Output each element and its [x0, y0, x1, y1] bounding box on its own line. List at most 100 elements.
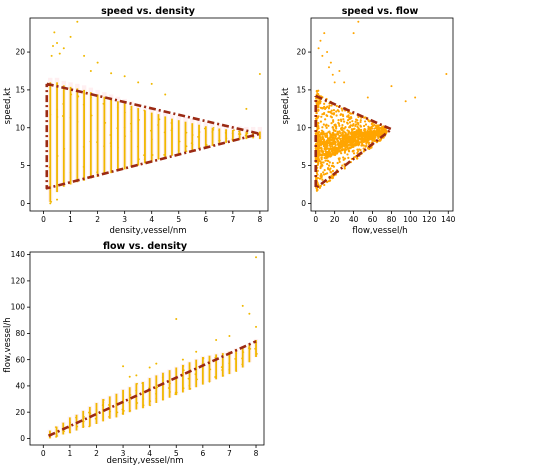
data-point	[328, 149, 331, 152]
data-point	[174, 393, 177, 396]
data-point	[317, 115, 320, 118]
data-point	[324, 106, 328, 109]
data-point	[348, 138, 351, 141]
data-point	[221, 369, 223, 371]
data-point	[89, 140, 92, 143]
data-point	[181, 358, 184, 361]
x-tick-label: 7	[227, 449, 232, 458]
data-point	[130, 130, 132, 133]
data-column	[184, 121, 187, 152]
data-point	[248, 312, 251, 315]
x-tick-label: 5	[176, 215, 181, 224]
data-point	[90, 114, 93, 117]
data-point	[338, 130, 341, 133]
x-tick-label: 120	[422, 215, 437, 224]
data-column	[82, 410, 85, 428]
data-point	[96, 61, 99, 64]
data-point	[116, 411, 119, 414]
data-point	[128, 401, 131, 404]
data-point	[182, 365, 185, 367]
data-point	[323, 102, 326, 105]
data-point	[324, 172, 327, 176]
data-point	[96, 129, 99, 132]
y-tick-label: 80	[15, 329, 25, 338]
data-point	[102, 102, 105, 105]
data-point	[49, 202, 52, 205]
data-point	[378, 126, 381, 129]
data-point	[326, 156, 329, 159]
data-point	[325, 151, 328, 154]
data-point	[355, 136, 358, 139]
data-point	[242, 351, 245, 354]
y-axis-label: flow,vessel/h	[3, 317, 13, 372]
data-point	[356, 151, 359, 155]
data-point	[56, 116, 59, 118]
data-column	[188, 362, 191, 390]
data-point	[319, 102, 322, 105]
data-point	[356, 121, 359, 124]
data-point	[333, 151, 336, 154]
data-point	[329, 147, 332, 150]
data-point	[82, 103, 85, 106]
data-point	[48, 166, 51, 169]
data-point	[325, 147, 328, 151]
data-point	[116, 127, 119, 130]
data-point	[164, 93, 167, 96]
data-point	[205, 143, 208, 146]
scatter-points	[48, 20, 263, 205]
data-column	[130, 105, 133, 168]
data-point	[343, 135, 346, 138]
data-point	[340, 128, 343, 131]
data-point	[103, 145, 105, 148]
data-point	[220, 366, 223, 369]
data-point	[316, 124, 319, 127]
data-point	[319, 39, 322, 42]
data-point	[104, 121, 107, 124]
data-point	[341, 113, 344, 116]
data-point	[149, 404, 151, 407]
data-point	[338, 143, 341, 146]
data-point	[351, 124, 354, 127]
data-point	[341, 148, 344, 151]
x-tick-label: 7	[230, 215, 235, 224]
data-point	[351, 139, 354, 142]
data-point	[367, 147, 370, 150]
data-point	[347, 150, 351, 153]
data-point	[343, 157, 347, 160]
data-column	[157, 114, 160, 160]
data-point	[338, 146, 341, 149]
data-point	[244, 134, 247, 137]
data-point	[170, 129, 173, 132]
data-column	[215, 354, 218, 380]
data-column	[144, 110, 146, 164]
x-axis-label: flow,vessel/h	[352, 226, 407, 236]
data-point	[377, 124, 380, 127]
data-point	[56, 41, 59, 44]
data-point	[324, 154, 328, 158]
data-point	[320, 115, 323, 118]
data-point	[76, 120, 79, 123]
data-point	[197, 135, 199, 138]
data-point	[117, 146, 119, 149]
data-point	[357, 144, 360, 147]
data-column	[258, 131, 261, 140]
data-column	[49, 82, 52, 202]
data-point	[82, 165, 85, 168]
data-point	[129, 409, 132, 412]
data-point	[238, 130, 240, 133]
data-point	[373, 130, 376, 133]
data-point	[62, 47, 65, 50]
data-column	[211, 127, 214, 146]
data-point	[342, 156, 345, 159]
x-tick-label: 60	[368, 215, 378, 224]
data-point	[329, 111, 332, 114]
data-point	[324, 159, 327, 162]
x-tick-label: 3	[122, 215, 127, 224]
data-column	[68, 417, 71, 434]
data-point	[368, 138, 371, 141]
data-point	[322, 171, 325, 174]
data-point	[76, 425, 79, 428]
data-point	[362, 144, 365, 147]
data-point	[156, 386, 159, 389]
